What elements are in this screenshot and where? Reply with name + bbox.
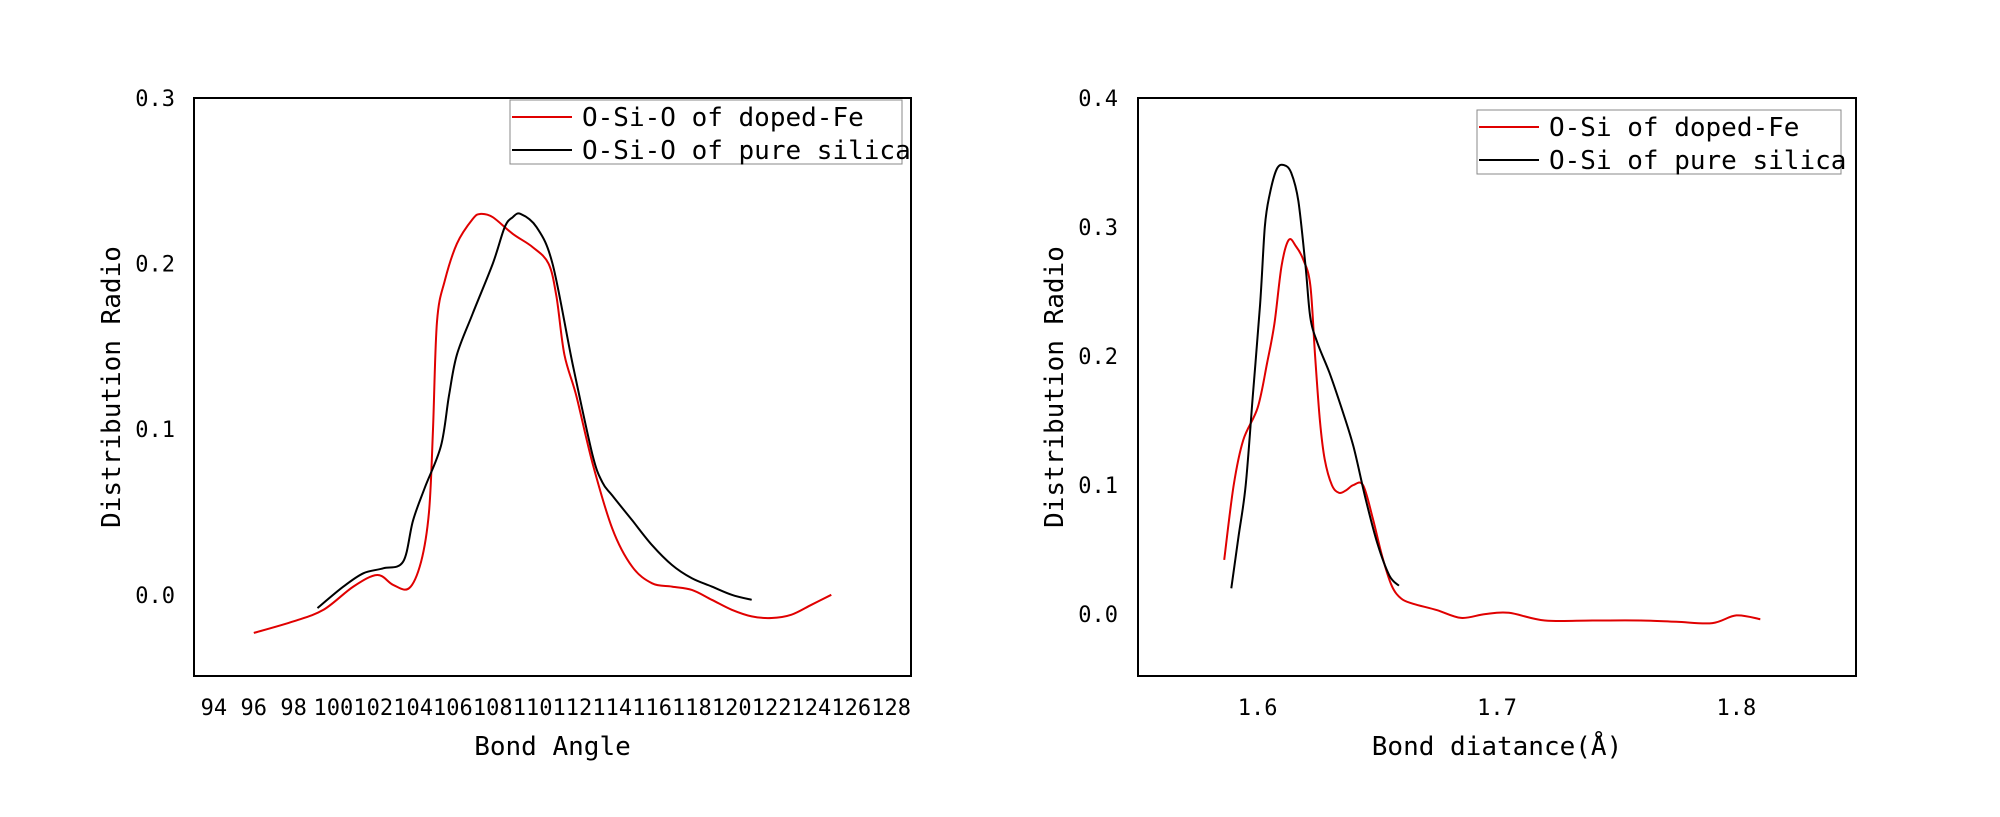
y-tick-label: 0.0 (135, 584, 175, 609)
x-tick-label: 116 (632, 696, 672, 721)
x-tick-label: 1.7 (1477, 696, 1517, 721)
bond-distance-chart: 1.6 1.7 1.8 0.0 0.1 0.2 0.3 0.4 Bond diatance(Å)… (1040, 87, 1857, 762)
x-tick-label: 126 (831, 696, 871, 721)
legend-label: O-Si of doped-Fe (1549, 113, 1799, 143)
x-tick-label: 122 (752, 696, 792, 721)
x-tick-label: 100 (314, 696, 354, 721)
bond-angle-chart: 94 96 98 100 102 104 106 108 110 112 114 116 118 120 1… (97, 87, 912, 762)
x-tick-label: 112 (553, 696, 593, 721)
y-tick-label: 0.3 (1078, 216, 1118, 241)
y-tick-label: 0.3 (135, 87, 175, 112)
x-tick-label: 96 (241, 696, 268, 721)
plot-frame (1137, 97, 1857, 677)
x-tick-label: 114 (592, 696, 632, 721)
x-axis-title: Bond diatance(Å) (1372, 730, 1622, 762)
legend-label: O-Si-O of doped-Fe (582, 103, 864, 133)
legend-box (509, 99, 903, 165)
y-tick-label: 0.2 (135, 253, 175, 278)
plot-frame (193, 97, 912, 677)
legend: O-Si of doped-FeO-Si of pure silica (1476, 109, 1846, 176)
x-tick-label: 94 (201, 696, 228, 721)
x-tick-label: 118 (672, 696, 712, 721)
x-tick-label: 120 (712, 696, 752, 721)
x-tick-label: 110 (513, 696, 553, 721)
legend: O-Si-O of doped-FeO-Si-O of pure silica (509, 99, 911, 166)
series-line-doped-fe (253, 212, 832, 634)
series-line-doped-fe (1223, 238, 1761, 625)
x-tick-label: 106 (433, 696, 473, 721)
y-tick-label: 0.1 (135, 418, 175, 443)
x-tick-label: 104 (393, 696, 433, 721)
x-tick-label: 102 (353, 696, 393, 721)
y-tick-label: 0.0 (1078, 603, 1118, 628)
x-axis-title: Bond Angle (474, 732, 631, 762)
x-tick-label: 1.8 (1716, 696, 1756, 721)
x-tick-label: 124 (792, 696, 832, 721)
y-tick-label: 0.2 (1078, 345, 1118, 370)
series-line-pure-silica (316, 212, 752, 609)
x-tick-label: 108 (473, 696, 513, 721)
series-line-pure-silica (1230, 163, 1400, 589)
y-tick-label: 0.4 (1078, 87, 1118, 112)
y-axis-title: Distribution Radio (1040, 246, 1070, 528)
x-tick-label: 128 (871, 696, 911, 721)
legend-label: O-Si of pure silica (1549, 146, 1846, 176)
x-tick-label: 1.6 (1238, 696, 1278, 721)
x-tick-label: 98 (280, 696, 307, 721)
y-tick-label: 0.1 (1078, 474, 1118, 499)
legend-box (1476, 109, 1842, 175)
y-axis-title: Distribution Radio (97, 246, 127, 528)
legend-label: O-Si-O of pure silica (582, 136, 911, 166)
